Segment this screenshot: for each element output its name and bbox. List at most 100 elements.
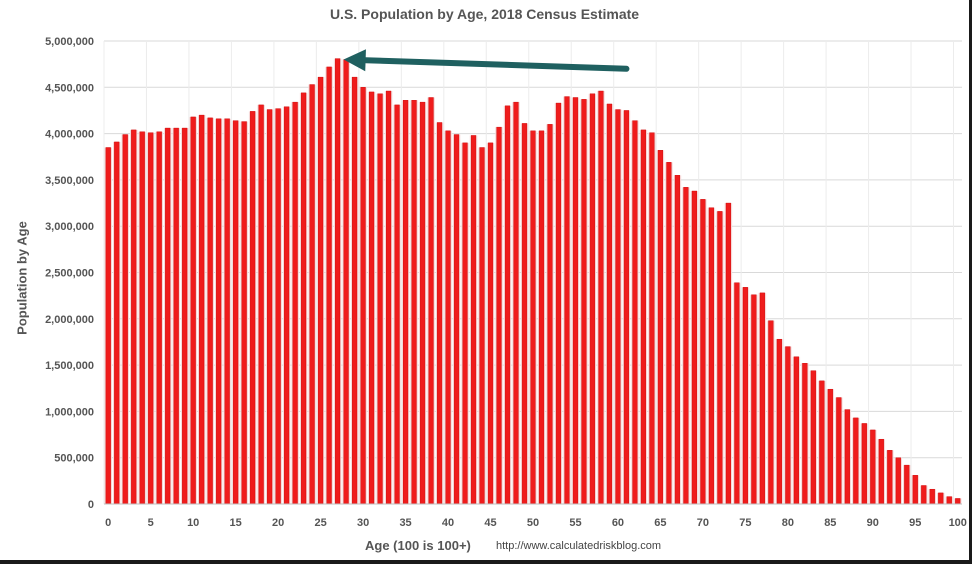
x-tick-label: 20 xyxy=(272,517,284,529)
bar xyxy=(632,120,638,505)
bar xyxy=(496,126,502,505)
bar xyxy=(148,132,154,505)
bar xyxy=(623,110,630,505)
bar xyxy=(598,90,604,505)
bar xyxy=(683,187,689,505)
bar xyxy=(309,84,315,505)
bar xyxy=(182,127,188,505)
bar xyxy=(674,175,680,505)
bar xyxy=(258,104,264,505)
bar xyxy=(190,116,196,505)
y-tick-label: 2,000,000 xyxy=(45,314,94,326)
bar xyxy=(734,282,740,505)
x-tick-label: 100 xyxy=(949,517,967,529)
bar xyxy=(377,93,383,505)
bar xyxy=(275,108,281,505)
bar xyxy=(564,96,570,505)
x-tick-label: 0 xyxy=(105,517,111,529)
bar xyxy=(216,118,222,505)
bar xyxy=(207,117,213,505)
x-tick-label: 40 xyxy=(442,517,454,529)
bar xyxy=(284,106,290,505)
bar xyxy=(768,320,774,505)
bar xyxy=(428,97,434,505)
bar xyxy=(878,438,884,505)
bar xyxy=(462,142,468,505)
bar xyxy=(173,127,179,505)
bar xyxy=(479,147,485,505)
bar xyxy=(513,101,519,505)
y-tick-label: 0 xyxy=(88,499,94,511)
bar xyxy=(360,87,366,505)
y-tick-label: 4,000,000 xyxy=(45,129,94,141)
bar xyxy=(717,211,723,505)
bar xyxy=(572,97,579,505)
bar xyxy=(581,99,587,505)
bar xyxy=(802,363,808,505)
bar xyxy=(657,150,664,505)
bar xyxy=(521,123,528,505)
bar xyxy=(640,129,647,505)
bar xyxy=(419,101,426,505)
bar xyxy=(250,111,256,505)
bar xyxy=(827,388,833,505)
bar xyxy=(742,287,748,505)
bar xyxy=(538,130,545,505)
bar xyxy=(649,132,655,505)
bar xyxy=(241,121,247,505)
bar xyxy=(199,114,205,505)
bar xyxy=(335,58,341,505)
bar xyxy=(785,346,791,505)
y-tick-label: 2,500,000 xyxy=(45,268,94,280)
bar xyxy=(139,131,145,505)
x-tick-label: 10 xyxy=(187,517,199,529)
bar xyxy=(691,190,697,505)
y-tick-label: 1,000,000 xyxy=(45,406,94,418)
bar xyxy=(301,92,307,505)
bar xyxy=(530,130,536,505)
annotation-arrow-head xyxy=(343,49,366,72)
bar xyxy=(751,294,757,505)
x-tick-label: 75 xyxy=(739,517,751,529)
bar xyxy=(165,127,171,505)
bar xyxy=(819,380,825,505)
bar xyxy=(436,122,443,505)
bar xyxy=(946,496,952,505)
bar xyxy=(267,109,273,505)
bar xyxy=(589,93,596,505)
bar xyxy=(929,488,935,505)
x-tick-label: 95 xyxy=(909,517,921,529)
x-tick-label: 50 xyxy=(527,517,539,529)
bar xyxy=(326,66,332,505)
x-tick-label: 25 xyxy=(314,517,326,529)
bar xyxy=(352,76,358,505)
y-tick-label: 5,000,000 xyxy=(45,36,94,48)
bar xyxy=(233,120,239,505)
y-tick-label: 3,000,000 xyxy=(45,221,94,233)
bar xyxy=(343,59,349,505)
chart-title: U.S. Population by Age, 2018 Census Esti… xyxy=(329,6,640,22)
bar xyxy=(955,498,961,505)
x-tick-label: 35 xyxy=(399,517,411,529)
y-tick-label: 500,000 xyxy=(54,453,94,465)
bar xyxy=(547,124,553,505)
bar xyxy=(810,370,816,505)
bar xyxy=(759,292,765,505)
x-tick-label: 90 xyxy=(867,517,879,529)
x-axis-label: Age (100 is 100+) xyxy=(365,538,471,553)
bar xyxy=(708,207,714,505)
bar xyxy=(369,91,375,505)
bar xyxy=(938,492,944,505)
bar xyxy=(411,100,417,505)
x-tick-label: 70 xyxy=(697,517,709,529)
bar xyxy=(904,464,910,505)
annotation-arrow-shaft xyxy=(362,57,630,72)
bar xyxy=(836,397,842,505)
bar xyxy=(793,356,799,505)
y-tick-label: 4,500,000 xyxy=(45,82,94,94)
bar xyxy=(122,134,128,505)
bar xyxy=(666,162,672,505)
bar xyxy=(224,118,230,505)
